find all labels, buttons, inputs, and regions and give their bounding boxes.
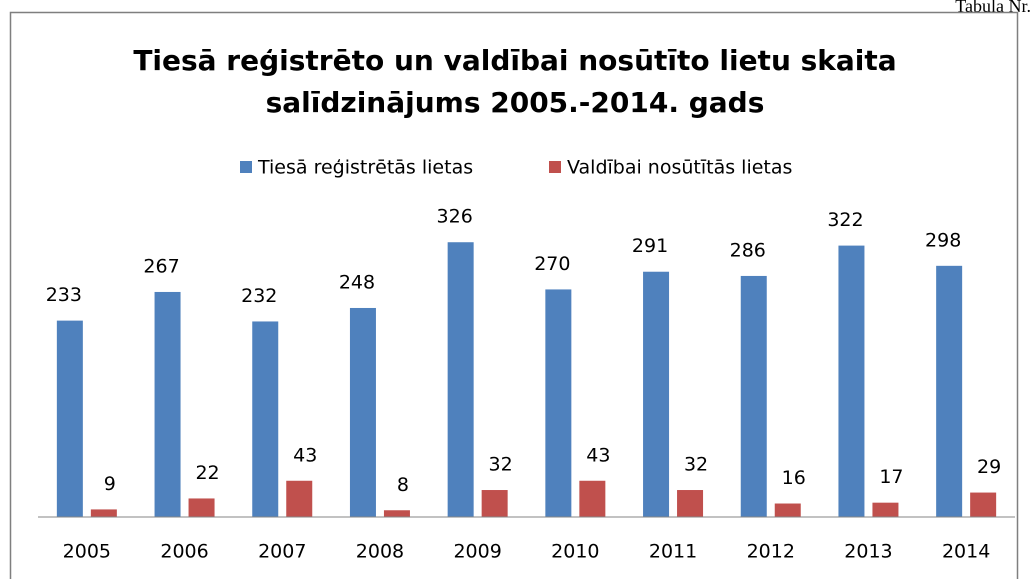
data-label: 298 xyxy=(925,229,961,251)
x-tick-label: 2007 xyxy=(258,541,306,563)
bar xyxy=(774,503,801,517)
bar xyxy=(447,242,474,517)
bar xyxy=(579,480,606,517)
bar xyxy=(545,289,572,517)
data-label: 22 xyxy=(195,462,219,484)
bar xyxy=(936,265,963,517)
data-label: 291 xyxy=(632,235,668,257)
data-label: 8 xyxy=(397,474,409,496)
legend-swatch xyxy=(549,161,561,173)
bar xyxy=(677,490,704,517)
x-tick-label: 2013 xyxy=(844,541,892,563)
bar xyxy=(643,271,670,517)
caption: Tabula Nr. xyxy=(955,0,1031,16)
bar xyxy=(56,320,83,517)
bar xyxy=(481,490,508,517)
x-tick-label: 2005 xyxy=(63,541,111,563)
x-tick-label: 2011 xyxy=(649,541,697,563)
x-tick-label: 2012 xyxy=(747,541,795,563)
data-label: 233 xyxy=(46,284,82,306)
bar xyxy=(286,480,313,517)
legend-label: Valdībai nosūtītās lietas xyxy=(567,157,792,179)
x-tick-label: 2006 xyxy=(160,541,208,563)
bar xyxy=(872,502,899,517)
bar xyxy=(970,492,997,517)
data-label: 232 xyxy=(241,285,277,307)
data-label: 322 xyxy=(827,209,863,231)
data-label: 43 xyxy=(586,444,610,466)
data-label: 17 xyxy=(879,466,903,488)
data-label: 43 xyxy=(293,444,317,466)
bar xyxy=(740,275,767,517)
data-label: 270 xyxy=(534,253,570,275)
data-label: 16 xyxy=(782,467,806,489)
x-tick-label: 2010 xyxy=(551,541,599,563)
bar xyxy=(252,321,279,517)
chart-title: salīdzinājums 2005.-2014. gads xyxy=(266,86,765,119)
x-tick-label: 2009 xyxy=(453,541,501,563)
bar xyxy=(349,307,376,517)
bar xyxy=(90,509,117,517)
bar xyxy=(188,498,215,517)
data-label: 9 xyxy=(104,473,116,495)
bar xyxy=(154,291,181,517)
data-label: 32 xyxy=(684,454,708,476)
data-label: 326 xyxy=(437,206,473,228)
data-label: 286 xyxy=(730,239,766,261)
chart-title: Tiesā reģistrēto un valdībai nosūtīto li… xyxy=(133,44,896,77)
x-tick-label: 2008 xyxy=(356,541,404,563)
legend-swatch xyxy=(240,161,252,173)
chart-frame xyxy=(9,11,1019,579)
bar xyxy=(383,510,410,517)
data-label: 267 xyxy=(143,255,179,277)
x-tick-label: 2014 xyxy=(942,541,990,563)
data-label: 32 xyxy=(489,454,513,476)
legend-label: Tiesā reģistrētās lietas xyxy=(257,157,473,179)
bar xyxy=(838,245,865,517)
data-label: 248 xyxy=(339,271,375,293)
data-label: 29 xyxy=(977,456,1001,478)
